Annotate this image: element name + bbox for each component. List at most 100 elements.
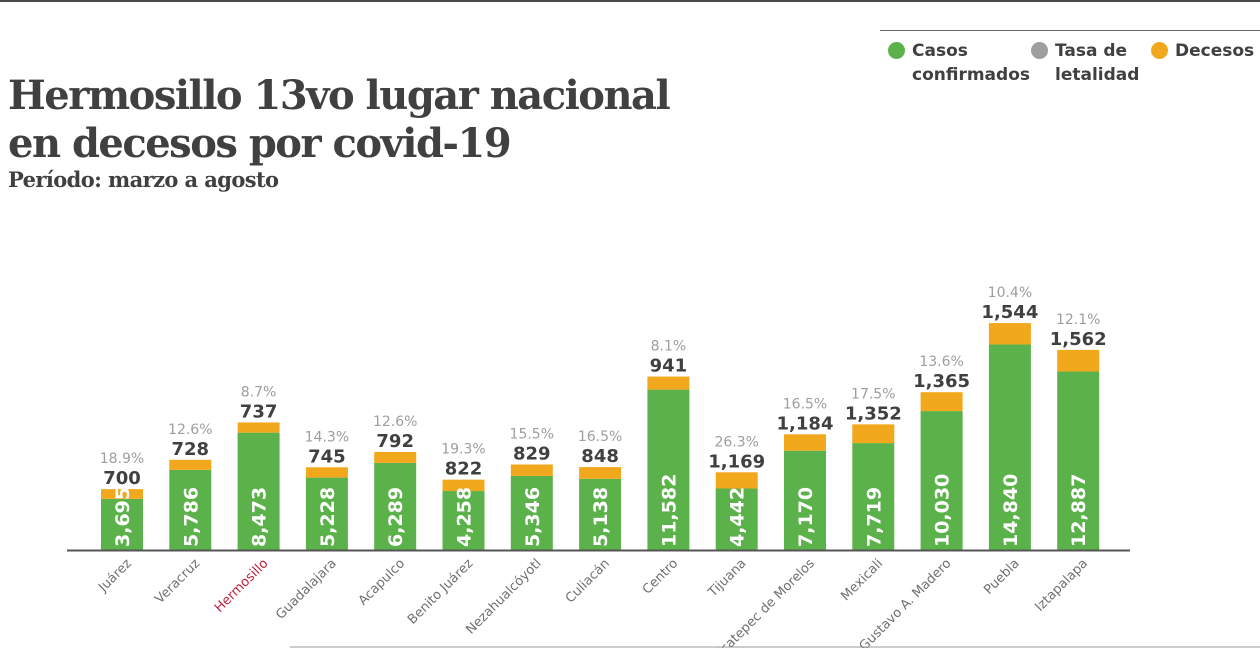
bar-deaths [647,376,690,390]
confirmed-value-label: 4,442 [727,487,749,547]
legend: Casos confirmados Tasa de letalidad Dece… [880,30,1260,91]
legend-label-line1: Decesos [1175,41,1255,61]
legend-label-line1: Casos [912,41,968,61]
deaths-value-label: 700 [103,468,141,489]
rate-value-label: 12.1% [1056,312,1100,328]
confirmed-value-label: 7,170 [795,487,817,547]
bar-deaths [715,472,758,489]
bar-confirmed [579,478,622,550]
rate-value-label: 19.3% [441,442,485,458]
bar-deaths [237,422,280,433]
bar-confirmed [374,462,417,550]
rate-value-label: 14.3% [305,429,349,445]
rate-value-label: 16.5% [783,396,827,412]
bar-deaths [784,434,826,451]
category-label: Veracruz [152,556,203,607]
bar-confirmed [784,450,826,550]
category-label: Tijuana [705,556,750,601]
bar-confirmed [510,475,553,550]
bar-confirmed [237,432,280,550]
confirmed-value-label: 8,473 [249,487,271,547]
bar-confirmed [442,491,485,550]
legend-item-casos-confirmados: Casos confirmados [888,39,1030,87]
bar-deaths [1057,349,1100,372]
bar-deaths [374,451,417,463]
bar-deaths [920,392,963,412]
confirmed-value-label: 5,786 [180,487,202,547]
deaths-value-label: 1,184 [777,413,834,434]
rate-value-label: 12.6% [168,422,212,438]
rate-value-label: 18.9% [100,451,144,467]
rate-value-label: 8.7% [241,384,277,400]
chart-subtitle: Período: marzo a agosto [8,167,279,192]
category-label: Juárez [95,556,135,596]
rate-value-label: 26.3% [714,434,758,450]
deaths-value-label: 1,562 [1050,329,1107,350]
deaths-value-label: 1,544 [981,302,1038,323]
confirmed-value-label: 10,030 [932,474,954,547]
top-rule [0,0,1260,2]
rate-value-label: 16.5% [578,429,622,445]
rate-value-label: 8.1% [651,339,687,355]
bar-confirmed [920,411,963,550]
category-label: Benito Juárez [405,556,476,627]
deaths-value-label: 1,352 [845,403,902,424]
bar-deaths [101,489,143,499]
deaths-value-label: 728 [172,439,210,460]
category-label: Culiacán [563,556,613,606]
deaths-value-label: 848 [581,446,619,467]
rate-value-label: 15.5% [510,426,554,442]
category-label: Iztapalapa [1033,556,1092,615]
chart-title: Hermosillo 13vo lugar nacional en deceso… [8,72,671,167]
category-label: Hermosillo [212,556,271,615]
legend-marker-orange [1151,42,1168,59]
deaths-value-label: 737 [240,401,278,422]
deaths-value-label: 829 [513,443,551,464]
legend-item-tasa-de-letalidad: Tasa de letalidad [1031,39,1139,87]
bar-deaths [442,479,485,492]
bar-confirmed [647,389,690,550]
bar-deaths [510,464,553,476]
confirmed-value-label: 12,887 [1068,474,1090,547]
category-label: Puebla [981,556,1022,597]
bar-confirmed [101,498,143,550]
category-label: Nezahualcóyotl [463,556,544,637]
legend-marker-green [888,42,905,59]
confirmed-value-label: 14,840 [1000,474,1022,547]
bar-deaths [852,424,895,444]
confirmed-value-label: 3,695 [112,487,134,547]
bar-confirmed [1057,371,1100,550]
legend-label-line1: Tasa de [1055,41,1128,61]
bar-confirmed [715,488,758,550]
deaths-value-label: 745 [308,446,346,467]
confirmed-value-label: 4,258 [454,487,476,547]
legend-item-decesos: Decesos [1151,39,1254,63]
category-label: Guadalajara [273,556,339,622]
bar-confirmed [988,344,1031,550]
rate-value-label: 12.6% [373,414,417,430]
category-label: Centro [640,556,681,597]
bar-confirmed [852,443,895,550]
deaths-value-label: 941 [650,356,688,377]
deaths-value-label: 1,169 [708,451,765,472]
deaths-value-label: 1,365 [913,371,970,392]
rate-value-label: 10.4% [988,285,1032,301]
confirmed-value-label: 5,228 [317,487,339,547]
bar-confirmed [169,469,212,550]
category-label: Mexicali [838,556,886,604]
rate-value-label: 17.5% [851,386,895,402]
bar-deaths [169,459,212,470]
legend-label-line2: confirmados [912,65,1030,85]
confirmed-value-label: 5,346 [522,487,544,547]
deaths-value-label: 792 [376,431,414,452]
confirmed-value-label: 6,289 [385,487,407,547]
legend-label-line2: letalidad [1055,65,1140,85]
deaths-value-label: 822 [445,459,483,480]
bar-deaths [988,323,1031,345]
bar-confirmed [305,477,348,550]
rate-value-label: 13.6% [919,354,963,370]
confirmed-value-label: 7,719 [863,487,885,547]
confirmed-value-label: 5,138 [590,487,612,547]
category-label: Acapulco [356,556,408,608]
